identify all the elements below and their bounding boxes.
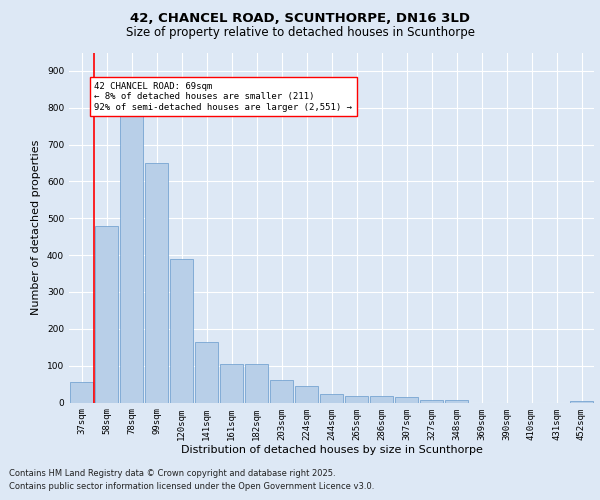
Bar [445,400,469,402]
Bar [569,400,593,402]
Bar [194,342,218,402]
Bar [170,259,193,402]
X-axis label: Distribution of detached houses by size in Scunthorpe: Distribution of detached houses by size … [181,445,482,455]
Text: Size of property relative to detached houses in Scunthorpe: Size of property relative to detached ho… [125,26,475,39]
Bar [370,396,394,402]
Bar [70,382,94,402]
Bar [269,380,293,402]
Bar [220,364,244,403]
Bar [320,394,343,402]
Y-axis label: Number of detached properties: Number of detached properties [31,140,41,315]
Bar [395,398,418,402]
Bar [295,386,319,402]
Text: Contains HM Land Registry data © Crown copyright and database right 2025.: Contains HM Land Registry data © Crown c… [9,469,335,478]
Text: Contains public sector information licensed under the Open Government Licence v3: Contains public sector information licen… [9,482,374,491]
Text: 42, CHANCEL ROAD, SCUNTHORPE, DN16 3LD: 42, CHANCEL ROAD, SCUNTHORPE, DN16 3LD [130,12,470,26]
Text: 42 CHANCEL ROAD: 69sqm
← 8% of detached houses are smaller (211)
92% of semi-det: 42 CHANCEL ROAD: 69sqm ← 8% of detached … [95,82,353,112]
Bar [95,226,118,402]
Bar [245,364,268,403]
Bar [419,400,443,402]
Bar [344,396,368,402]
Bar [119,90,143,403]
Bar [145,163,169,402]
